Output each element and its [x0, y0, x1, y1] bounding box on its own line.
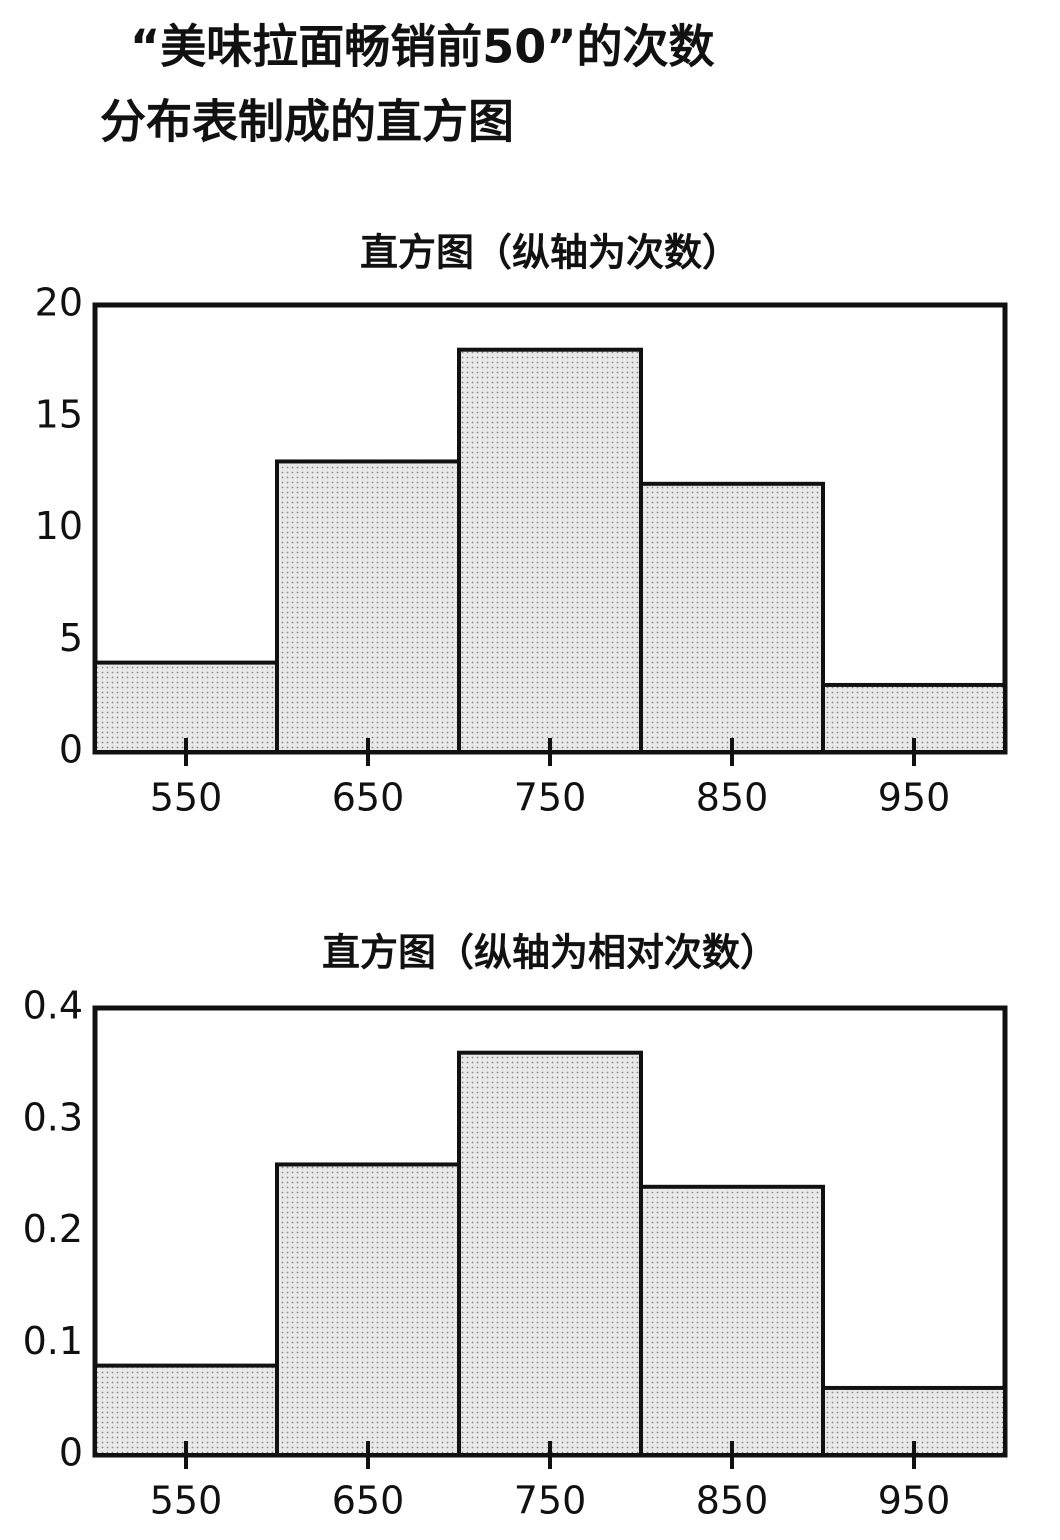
histogram-bar: [457, 347, 643, 754]
y-tick-label: 0: [59, 1431, 83, 1475]
histogram-bar: [275, 459, 461, 754]
y-tick-label: 10: [35, 504, 83, 548]
histogram-bar: [457, 1050, 643, 1457]
y-tick-label: 0.2: [23, 1207, 83, 1251]
x-tick-label: 750: [514, 776, 587, 820]
y-tick-label: 0.3: [23, 1095, 83, 1139]
histogram-bar: [639, 481, 825, 754]
y-tick-label: 15: [35, 392, 83, 436]
y-tick-label: 0: [59, 728, 83, 772]
x-tick-label: 550: [150, 776, 223, 820]
x-tick-label: 850: [696, 1479, 769, 1523]
x-tick-label: 650: [332, 776, 405, 820]
x-tick-label: 850: [696, 776, 769, 820]
chart-title: 直方图（纵轴为相对次数）: [322, 931, 778, 975]
histogram-bar: [275, 1162, 461, 1457]
page-title-line: “美味拉面畅销前50”的次数: [130, 20, 714, 74]
y-tick-label: 0.4: [23, 984, 83, 1028]
x-tick-label: 550: [150, 1479, 223, 1523]
histogram-bar: [639, 1184, 825, 1458]
y-tick-label: 0.1: [23, 1319, 83, 1363]
x-tick-label: 750: [514, 1479, 587, 1523]
page-title-line: 分布表制成的直方图: [100, 95, 514, 149]
x-tick-label: 650: [332, 1479, 405, 1523]
y-tick-label: 5: [59, 616, 83, 660]
chart-title: 直方图（纵轴为次数）: [360, 231, 740, 275]
x-tick-label: 950: [878, 776, 951, 820]
histogram-bar: [93, 1363, 279, 1457]
x-tick-label: 950: [878, 1479, 951, 1523]
y-tick-label: 20: [35, 281, 83, 325]
